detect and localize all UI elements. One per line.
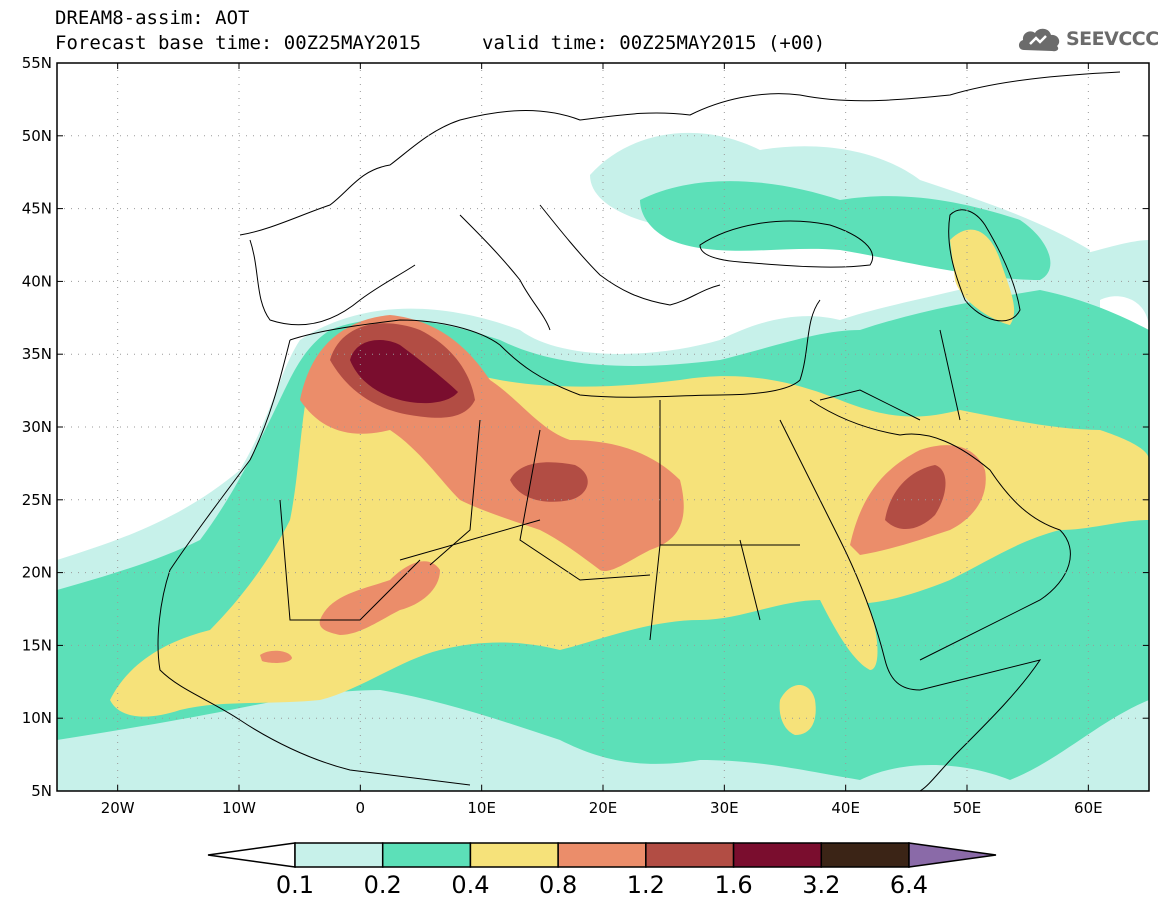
logo-text: SEEVCCC bbox=[1066, 28, 1159, 50]
aot-field bbox=[57, 132, 1149, 791]
colorbar-high-arrow bbox=[908, 842, 997, 868]
lat-label: 55N bbox=[22, 54, 52, 72]
colorbar-label: 1.2 bbox=[627, 871, 665, 899]
lon-label: 0 bbox=[356, 799, 366, 817]
colorbar-segment bbox=[820, 842, 910, 868]
colorbar-segment bbox=[381, 842, 472, 868]
colorbar-label: 3.2 bbox=[802, 871, 840, 899]
coastline-balkans bbox=[539, 204, 721, 306]
lon-label: 10E bbox=[467, 799, 496, 817]
colorbar-segment bbox=[557, 842, 647, 868]
cloud-icon bbox=[1018, 28, 1060, 52]
colorbar-label: 0.4 bbox=[451, 871, 489, 899]
lat-label: 25N bbox=[22, 491, 52, 509]
colorbar-segment bbox=[732, 842, 823, 868]
aot-band-0.4-caspian bbox=[950, 229, 1015, 325]
map-title: DREAM8-assim: AOT bbox=[55, 7, 250, 29]
coastline-arabia bbox=[809, 399, 1071, 661]
lat-label: 40N bbox=[22, 272, 52, 290]
lat-label: 30N bbox=[22, 418, 52, 436]
colorbar-label: 0.8 bbox=[539, 871, 577, 899]
lon-label: 50E bbox=[953, 799, 982, 817]
colorbar-segment bbox=[469, 842, 559, 868]
aot-band-0.4-redsea bbox=[800, 528, 878, 670]
forecast-base-time: Forecast base time: 00Z25MAY2015 bbox=[55, 32, 422, 54]
latitude-axis: 55N 50N 45N 40N 35N 30N 25N 20N 15N 10N 5N bbox=[22, 54, 1149, 800]
lon-label: 60E bbox=[1074, 799, 1103, 817]
colorbar-label: 0.2 bbox=[364, 871, 402, 899]
coastline-europe bbox=[239, 71, 1121, 236]
colorbar-low-arrow bbox=[207, 842, 296, 868]
lat-label: 5N bbox=[31, 782, 52, 800]
aot-band-0.8-small bbox=[260, 650, 292, 663]
lat-label: 20N bbox=[22, 564, 52, 582]
aot-band-1.2-libya bbox=[510, 462, 588, 502]
coastline-italy bbox=[459, 214, 551, 331]
colorbar-label: 0.1 bbox=[276, 871, 314, 899]
coastline-redsea bbox=[779, 419, 921, 691]
colorbar: 0.1 0.2 0.4 0.8 1.2 1.6 3.2 6.4 bbox=[207, 842, 997, 899]
coastline-east-africa bbox=[919, 659, 1042, 791]
lat-label: 15N bbox=[22, 636, 52, 654]
coastlines bbox=[157, 71, 1121, 791]
longitude-axis: 20W 10W 0 10E 20E 30E 40E 50E 60E bbox=[101, 63, 1103, 817]
border-lines bbox=[279, 329, 961, 641]
seevccc-logo: SEEVCCC bbox=[1016, 24, 1159, 54]
coastline-iberia bbox=[249, 239, 416, 326]
colorbar-label: 1.6 bbox=[714, 871, 752, 899]
coastline-north-africa bbox=[289, 299, 821, 398]
coastline-west-africa bbox=[157, 339, 471, 786]
aot-band-0.4-horn bbox=[779, 685, 816, 735]
valid-time: valid time: 00Z25MAY2015 (+00) bbox=[482, 32, 826, 54]
aot-band-0.8-sahel bbox=[319, 561, 440, 635]
lat-label: 45N bbox=[22, 200, 52, 218]
coastline-caspian bbox=[948, 209, 1021, 322]
lon-label: 20W bbox=[101, 799, 135, 817]
colorbar-label: 6.4 bbox=[890, 871, 928, 899]
lon-label: 20E bbox=[589, 799, 618, 817]
aot-band-1.2-gulf bbox=[885, 465, 946, 530]
colorbar-segment bbox=[645, 842, 735, 868]
map-grid bbox=[57, 63, 1149, 791]
aot-band-1.6 bbox=[350, 340, 458, 404]
lat-label: 50N bbox=[22, 127, 52, 145]
colorbar-segment bbox=[294, 842, 384, 868]
lon-label: 30E bbox=[710, 799, 739, 817]
lat-label: 10N bbox=[22, 709, 52, 727]
lon-label: 10W bbox=[222, 799, 256, 817]
lat-label: 35N bbox=[22, 345, 52, 363]
coastline-blacksea bbox=[699, 220, 873, 268]
lon-label: 40E bbox=[831, 799, 860, 817]
